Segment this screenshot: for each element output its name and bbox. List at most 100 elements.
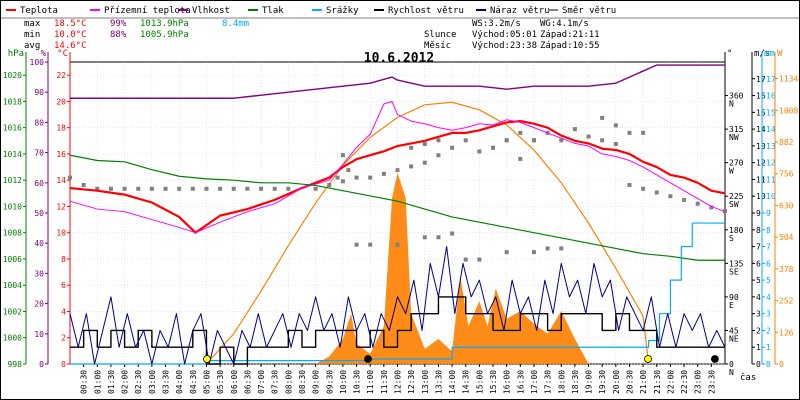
degrees-dir-label-5: SW	[729, 200, 739, 209]
time-tick-label-16: 08:30	[298, 370, 307, 394]
mm-tick-label-7: 7	[766, 243, 771, 252]
time-tick-label-40: 20:30	[625, 370, 634, 394]
hpa-tick-label-3: 1004	[3, 281, 22, 290]
ms-tick-label-3: 3	[756, 310, 761, 319]
legend-label-6: Náraz větru	[490, 6, 550, 16]
legend-label-2: Vlhkost	[192, 6, 230, 16]
ms-tick-label-14: 14	[756, 125, 766, 134]
wind-dir-point-0	[68, 175, 72, 180]
ms-tick-label-5: 5	[756, 276, 761, 285]
wind-dir-point-60	[409, 145, 414, 150]
sunrise-marker	[203, 355, 211, 363]
moonset-marker	[364, 355, 372, 363]
celsius-tick-label-2: 4	[61, 307, 66, 316]
wind-dir-point-27	[450, 145, 455, 150]
wind-dir-point-8	[177, 186, 182, 191]
markers-layer	[203, 355, 719, 363]
stat-min-temp: 10.0°C	[54, 30, 87, 40]
wind-dir-point-6	[149, 186, 154, 191]
percent-tick-label-0: 0	[39, 360, 44, 369]
stat-max-label: max	[24, 19, 41, 29]
mm-tick-label-12: 12	[766, 159, 776, 168]
degrees-dir-label-6: W	[729, 167, 734, 176]
legend-label-3: Tlak	[262, 6, 284, 16]
wind-dir-point-37	[586, 134, 591, 139]
hpa-tick-label-5: 1008	[3, 229, 22, 238]
wind-dir-point-45	[695, 201, 700, 206]
percent-tick-label-10: 100	[30, 58, 45, 67]
ms-tick-label-15: 15	[756, 108, 766, 117]
wind-dir-point-54	[463, 257, 468, 262]
ms-tick-label-8: 8	[756, 226, 761, 235]
ms-tick-label-6: 6	[756, 259, 761, 268]
degrees-dir-label-3: SE	[729, 267, 739, 276]
info-ws: WS:3.2m/s	[472, 19, 521, 29]
ms-tick-label-16: 16	[756, 92, 766, 101]
ms-tick-label-13: 13	[756, 142, 766, 151]
info-moonset: Západ:10:55	[540, 41, 600, 51]
wind-dir-point-21	[368, 175, 373, 180]
hpa-tick-label-2: 1002	[3, 307, 22, 316]
degrees-tick-label-0: 0	[729, 360, 734, 369]
percent-tick-label-6: 60	[34, 179, 44, 188]
mm-tick-label-15: 15	[766, 108, 776, 117]
series-line-0	[69, 119, 726, 234]
degrees-dir-label-2: E	[729, 301, 734, 310]
wind-dir-point-28	[463, 138, 468, 143]
wind-dir-point-26	[436, 153, 441, 158]
wm2-tick-label-7: 882	[779, 138, 794, 147]
mm-tick-label-5: 5	[766, 276, 771, 285]
time-tick-label-42: 21:30	[653, 370, 662, 394]
info-moonrise: Východ:23:38	[472, 41, 537, 51]
celsius-unit: °C	[57, 49, 68, 59]
ms-tick-label-10: 10	[756, 192, 766, 201]
wm2-tick-label-2: 252	[779, 297, 794, 306]
mm-tick-label-17: 17	[766, 75, 776, 84]
legend: Teplota Přízemní teplota Vlhkost Tlak Srážky…	[0, 6, 800, 19]
wind-dir-point-16	[286, 186, 291, 191]
mm-tick-label-8: 8	[766, 226, 771, 235]
time-tick-label-10: 05:30	[216, 370, 225, 394]
wind-dir-point-32	[518, 130, 523, 135]
info-sunset: Západ:21:11	[540, 30, 600, 40]
percent-tick-label-8: 80	[34, 118, 44, 127]
time-tick-label-32: 16:30	[516, 370, 525, 394]
mm-tick-label-4: 4	[766, 293, 771, 302]
ms-tick-label-1: 1	[756, 343, 761, 352]
wind-dir-point-1	[81, 183, 86, 188]
time-tick-label-6: 03:30	[162, 370, 171, 394]
time-tick-label-27: 14:00	[448, 370, 457, 394]
degrees-tick-label-7: 315	[729, 125, 744, 134]
wind-dir-point-58	[545, 246, 550, 251]
wind-dir-point-44	[682, 197, 687, 202]
time-tick-label-46: 23:30	[707, 370, 716, 394]
mm-tick-label-6: 6	[766, 259, 771, 268]
wind-dir-point-55	[477, 257, 482, 262]
wind-dir-point-19	[340, 179, 345, 184]
celsius-tick-label-0: 0	[61, 360, 66, 369]
wind-dir-point-42	[654, 190, 659, 195]
ms-tick-label-0: 0	[756, 360, 761, 369]
wind-dir-point-12	[231, 186, 236, 191]
degrees-dir-label-4: S	[729, 234, 734, 243]
mm-tick-label-0: 0	[766, 360, 771, 369]
mm-unit: mm	[764, 49, 775, 59]
wind-dir-point-9	[190, 186, 195, 191]
percent-tick-label-7: 70	[34, 149, 44, 158]
hpa-tick-label-6: 1010	[3, 202, 22, 211]
legend-label-4: Srážky	[326, 6, 359, 16]
time-tick-label-26: 13:30	[434, 370, 443, 394]
time-tick-label-30: 15:30	[489, 370, 498, 394]
wind-dir-point-43	[668, 194, 673, 199]
wind-dir-point-23	[395, 168, 400, 173]
mm-tick-label-13: 13	[766, 142, 776, 151]
time-tick-label-25: 13:00	[421, 370, 430, 394]
wind-dir-point-48	[354, 242, 359, 247]
ms-tick-label-11: 11	[756, 175, 766, 184]
wind-dir-point-47	[723, 209, 727, 214]
moonrise-marker	[711, 355, 719, 363]
wind-dir-point-24	[409, 164, 414, 169]
right-axes: °0N45NE90E135SE180S225SW270W315NW360Nm/s…	[724, 49, 798, 377]
time-tick-label-12: 06:30	[243, 370, 252, 394]
time-tick-label-38: 19:30	[598, 370, 607, 394]
